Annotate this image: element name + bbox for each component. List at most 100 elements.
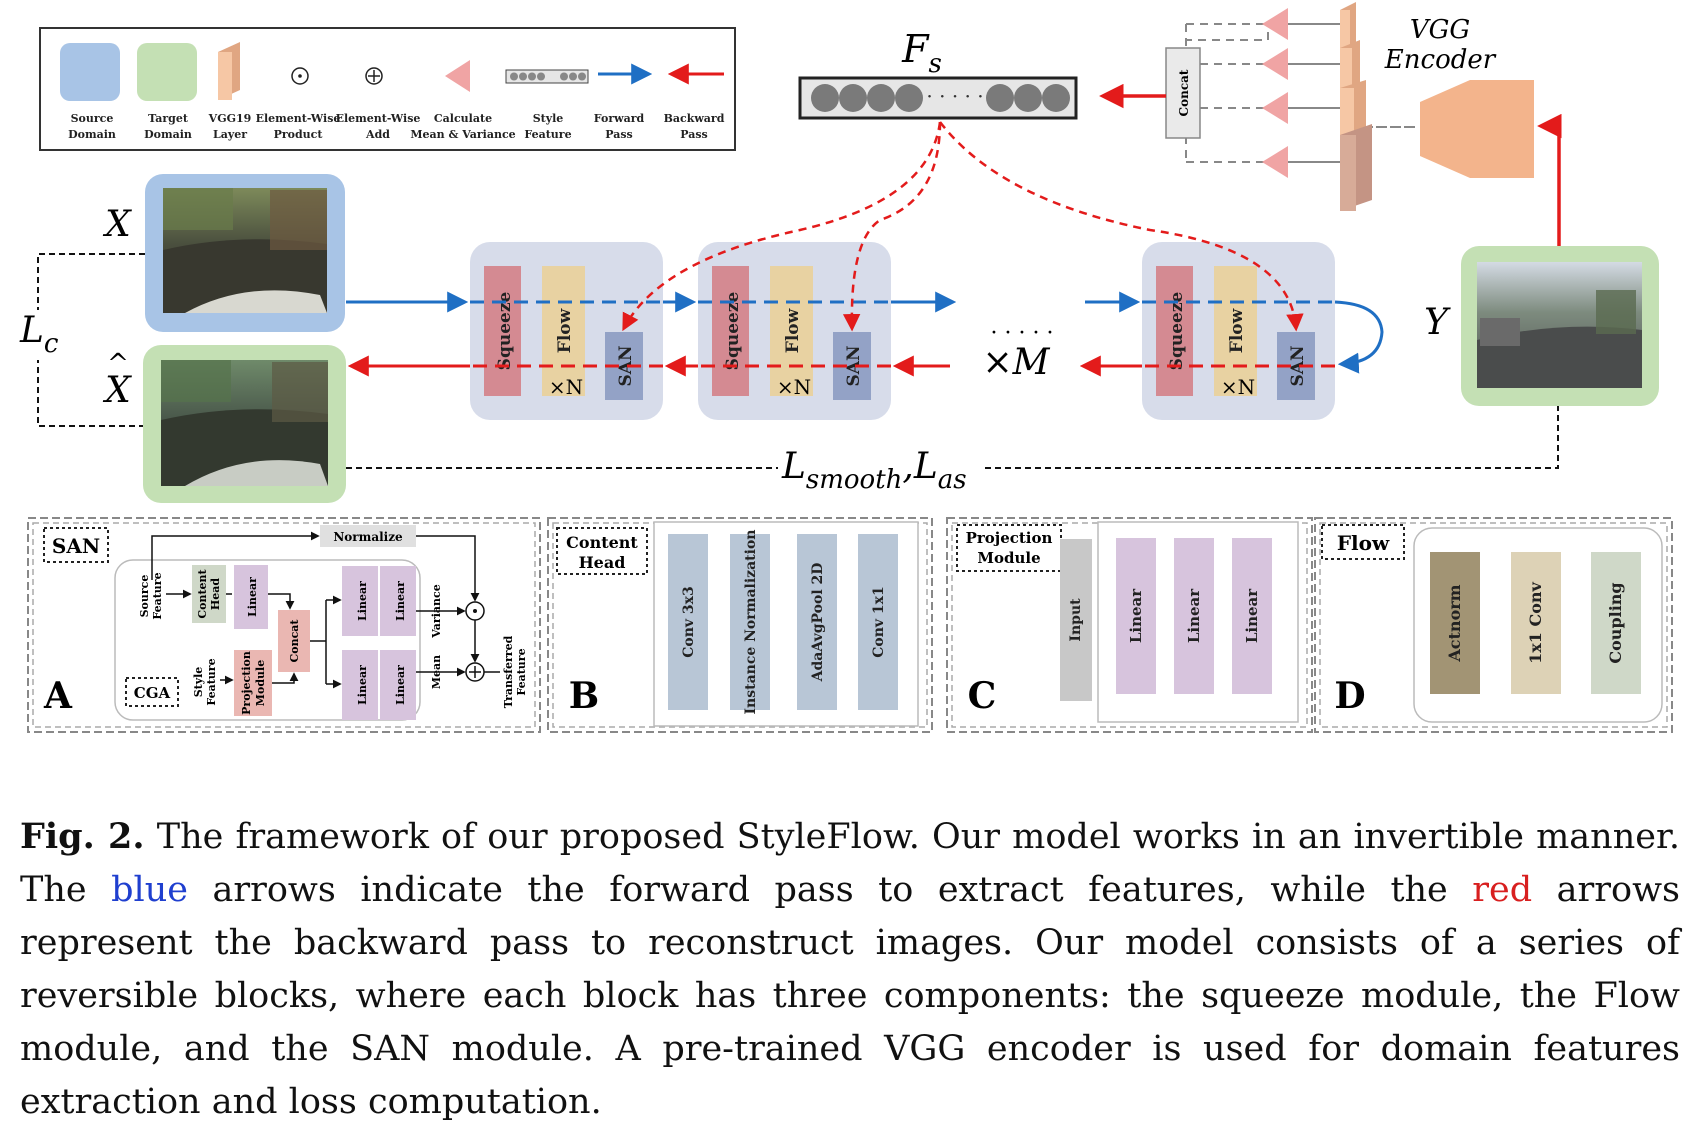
reconstructed-image-xhat [143,345,346,503]
caption-fig-number: Fig. 2. [20,816,145,857]
panel-d-letter: D [1334,675,1365,717]
reversible-block-2: Squeeze Flow SAN ×N [698,242,891,420]
svg-text:Encoder: Encoder [1384,45,1497,75]
legend-add-2: Add [365,128,390,141]
framework-diagram: Source Domain Target Domain VGG19 Layer … [19,2,1673,733]
vgg-encoder-area: Concat VGG Encoder [1099,2,1562,250]
legend-product-2: Product [274,128,324,141]
svg-text:Content: Content [196,568,209,618]
svg-text:Conv 1x1: Conv 1x1 [871,586,887,658]
times-m-label: ×M [982,342,1050,383]
svg-text:Squeeze: Squeeze [1167,292,1187,371]
panel-a-san: SAN A Normalize Source Feature Content H… [27,517,541,733]
target-image-y [1461,246,1659,406]
panel-b-letter: B [569,675,599,717]
reversible-block-m: Squeeze Flow SAN ×N [1142,242,1335,420]
concat-label: Concat [1177,69,1191,116]
svg-text:Linear: Linear [1243,588,1261,643]
lc-label: Lc [19,310,59,359]
svg-text:Input: Input [1068,598,1084,642]
legend-meanvar-2: Mean & Variance [410,128,515,141]
mean-variance-triangle [1262,8,1288,40]
x-label: X [102,204,132,245]
mean-variance-triangle [1262,92,1288,124]
panel-c-projection-module: Projection Module C Input Linear Linear … [946,517,1313,733]
svg-text:Normalize: Normalize [333,530,403,544]
svg-text:Source: Source [138,575,151,618]
svg-text:SAN: SAN [1288,345,1308,386]
fs-to-san-paths [622,121,1304,332]
loss-label: Lsmooth,Las [781,446,967,495]
legend-style-2: Feature [524,128,571,141]
svg-text:Feature: Feature [515,648,528,695]
svg-text:CGA: CGA [134,684,171,702]
svg-text:Flow: Flow [1337,531,1390,555]
legend-source-2: Domain [68,128,116,141]
legend-source-1: Source [71,112,114,125]
svg-text:X: X [102,370,132,411]
svg-text:Coupling: Coupling [1606,582,1625,663]
source-domain-swatch [60,43,120,101]
svg-text:Module: Module [977,549,1040,567]
svg-text:Squeeze: Squeeze [723,292,743,371]
caption-text-2: arrows indicate the forward pass to extr… [187,870,1473,910]
svg-text:Content: Content [566,533,638,552]
element-wise-product-icon [291,67,309,85]
legend-backward-2: Pass [680,128,708,141]
svg-text:Linear: Linear [394,665,407,705]
legend-vgg-1: VGG19 [208,112,252,125]
vgg-layer [1340,2,1372,211]
forward-pass-path [346,291,1384,374]
legend-target-2: Domain [144,128,192,141]
panel-c-letter: C [968,675,997,717]
svg-text:AdaAvgPool 2D: AdaAvgPool 2D [810,563,826,683]
style-feature-icon [505,69,589,84]
legend-add-1: Element-Wise [336,112,421,125]
legend-backward-1: Backward [664,112,725,125]
xhat-label: X ^ [102,349,132,411]
mean-variance-triangle [1262,146,1288,178]
svg-text:SAN: SAN [844,345,864,386]
svg-text:Actnorm: Actnorm [1445,584,1464,662]
svg-text:Projection: Projection [240,651,253,715]
vgg19-layer-icon [218,42,240,100]
concat-box [1165,47,1201,139]
panel-d-flow: Flow D Actnorm 1x1 Conv Coupling [1314,517,1673,733]
loss-bracket [985,406,1559,469]
mean-variance-icon [445,60,470,92]
fs-label: Fs [901,27,942,79]
legend-style-1: Style [533,112,564,125]
caption-blue-word: blue [111,870,188,910]
y-to-encoder-arrow [1537,113,1562,250]
svg-text:1x1 Conv: 1x1 Conv [1526,581,1545,663]
svg-text:Linear: Linear [1127,588,1145,643]
svg-text:Flow: Flow [783,308,803,353]
target-domain-swatch [137,43,197,101]
svg-text:Conv 3x3: Conv 3x3 [681,586,697,658]
caption-text-3: arrows represent the backward pass to re… [20,870,1680,1122]
svg-text:×N: ×N [549,375,583,399]
svg-text:Head: Head [579,553,626,572]
legend-forward-1: Forward [594,112,645,125]
svg-text:Linear: Linear [356,581,369,621]
svg-text:Instance Normalization: Instance Normalization [743,530,759,715]
svg-text:Squeeze: Squeeze [495,292,515,371]
legend-meanvar-1: Calculate [434,112,492,125]
svg-text:Linear: Linear [356,665,369,705]
svg-text:Linear: Linear [1185,588,1203,643]
svg-text:Feature: Feature [205,658,218,705]
y-label: Y [1424,302,1451,343]
panel-a-tag: SAN [52,534,100,558]
mean-variance-triangle [1262,48,1288,80]
legend: Source Domain Target Domain VGG19 Layer … [39,27,736,151]
svg-text:Concat: Concat [288,619,301,663]
svg-text:^: ^ [107,349,129,379]
svg-text:VGG: VGG [1410,15,1470,45]
legend-forward-2: Pass [605,128,633,141]
svg-text:Projection: Projection [966,529,1053,547]
panel-b-content-head: Content Head B Conv 3x3 Instance Normali… [547,517,933,733]
source-image-x [145,174,345,332]
panel-a-letter: A [43,675,73,717]
svg-text:Feature: Feature [151,572,164,619]
svg-text:Flow: Flow [1227,308,1247,353]
